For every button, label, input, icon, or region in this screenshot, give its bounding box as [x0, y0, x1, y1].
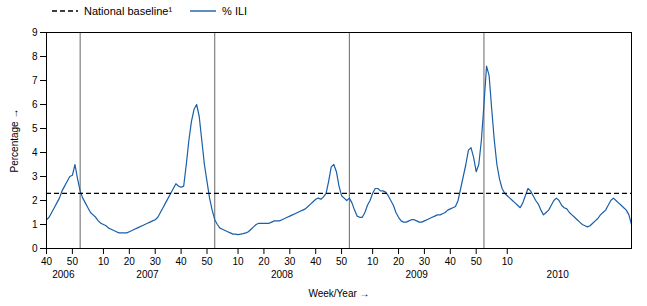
svg-text:10: 10 — [367, 256, 379, 267]
svg-text:40: 40 — [310, 256, 322, 267]
svg-text:1: 1 — [32, 219, 38, 230]
svg-text:2: 2 — [32, 195, 38, 206]
svg-text:20: 20 — [393, 256, 405, 267]
svg-text:20: 20 — [124, 256, 136, 267]
svg-text:3: 3 — [32, 171, 38, 182]
html-text:National baseline¹: National baseline¹ — [84, 5, 173, 17]
svg-text:8: 8 — [32, 51, 38, 62]
svg-text:4: 4 — [32, 147, 38, 158]
svg-text:0: 0 — [32, 243, 38, 254]
svg-text:50: 50 — [201, 256, 213, 267]
svg-text:50: 50 — [471, 256, 483, 267]
svg-text:40: 40 — [445, 256, 457, 267]
svg-text:Week/Year →: Week/Year → — [308, 288, 369, 299]
svg-text:30: 30 — [284, 256, 296, 267]
svg-text:10: 10 — [502, 256, 514, 267]
svg-text:10: 10 — [98, 256, 110, 267]
svg-text:30: 30 — [150, 256, 162, 267]
svg-text:5: 5 — [32, 123, 38, 134]
svg-text:50: 50 — [336, 256, 348, 267]
svg-text:9: 9 — [32, 27, 38, 38]
svg-text:7: 7 — [32, 75, 38, 86]
html-text:% ILI: % ILI — [222, 5, 248, 17]
svg-text:20: 20 — [258, 256, 270, 267]
svg-text:10: 10 — [232, 256, 244, 267]
svg-text:2010: 2010 — [547, 269, 570, 280]
svg-text:Percentage →: Percentage → — [9, 109, 20, 173]
svg-text:40: 40 — [176, 256, 188, 267]
svg-text:2009: 2009 — [406, 269, 429, 280]
svg-text:2008: 2008 — [271, 269, 294, 280]
svg-text:2006: 2006 — [52, 269, 75, 280]
svg-text:40: 40 — [41, 256, 53, 267]
svg-text:30: 30 — [419, 256, 431, 267]
svg-text:6: 6 — [32, 99, 38, 110]
svg-text:50: 50 — [67, 256, 79, 267]
svg-text:2007: 2007 — [136, 269, 159, 280]
